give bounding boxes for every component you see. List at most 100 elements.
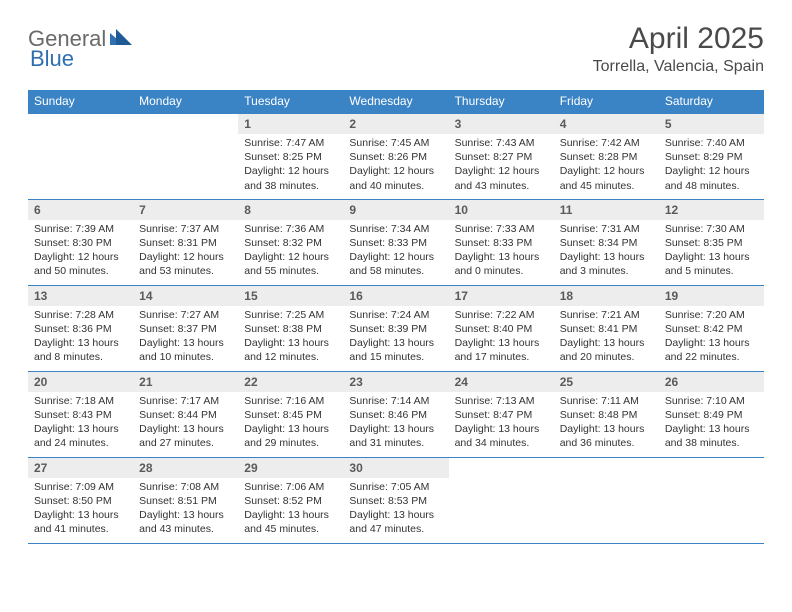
day-content: Sunrise: 7:13 AMSunset: 8:47 PMDaylight:… [449,392,554,455]
calendar-day-cell: 2Sunrise: 7:45 AMSunset: 8:26 PMDaylight… [343,113,448,199]
day-daylight1: Daylight: 13 hours [665,336,758,350]
day-sunset: Sunset: 8:29 PM [665,150,758,164]
day-number: 20 [28,372,133,392]
day-daylight2: and 29 minutes. [244,436,337,450]
calendar-day-cell: 24Sunrise: 7:13 AMSunset: 8:47 PMDayligh… [449,371,554,457]
day-sunset: Sunset: 8:51 PM [139,494,232,508]
day-daylight2: and 45 minutes. [244,522,337,536]
day-number: 14 [133,286,238,306]
day-number: 18 [554,286,659,306]
day-sunset: Sunset: 8:31 PM [139,236,232,250]
day-number: 30 [343,458,448,478]
day-sunrise: Sunrise: 7:06 AM [244,480,337,494]
day-daylight2: and 55 minutes. [244,264,337,278]
weekday-header: Saturday [659,90,764,113]
day-sunset: Sunset: 8:39 PM [349,322,442,336]
day-content: Sunrise: 7:36 AMSunset: 8:32 PMDaylight:… [238,220,343,283]
day-sunrise: Sunrise: 7:27 AM [139,308,232,322]
calendar-week-row: ....1Sunrise: 7:47 AMSunset: 8:25 PMDayl… [28,113,764,199]
calendar-day-cell: .. [659,457,764,543]
day-sunrise: Sunrise: 7:14 AM [349,394,442,408]
day-daylight2: and 24 minutes. [34,436,127,450]
day-sunrise: Sunrise: 7:22 AM [455,308,548,322]
day-sunset: Sunset: 8:43 PM [34,408,127,422]
day-daylight2: and 12 minutes. [244,350,337,364]
day-daylight1: Daylight: 13 hours [349,422,442,436]
calendar-table: Sunday Monday Tuesday Wednesday Thursday… [28,90,764,544]
weekday-header: Tuesday [238,90,343,113]
day-sunrise: Sunrise: 7:39 AM [34,222,127,236]
day-sunrise: Sunrise: 7:36 AM [244,222,337,236]
day-daylight1: Daylight: 12 hours [34,250,127,264]
calendar-day-cell: 18Sunrise: 7:21 AMSunset: 8:41 PMDayligh… [554,285,659,371]
day-daylight1: Daylight: 12 hours [455,164,548,178]
day-sunrise: Sunrise: 7:42 AM [560,136,653,150]
calendar-day-cell: 12Sunrise: 7:30 AMSunset: 8:35 PMDayligh… [659,199,764,285]
day-sunset: Sunset: 8:26 PM [349,150,442,164]
calendar-day-cell: 28Sunrise: 7:08 AMSunset: 8:51 PMDayligh… [133,457,238,543]
day-daylight1: Daylight: 12 hours [244,164,337,178]
day-sunrise: Sunrise: 7:31 AM [560,222,653,236]
weekday-header: Monday [133,90,238,113]
day-daylight2: and 5 minutes. [665,264,758,278]
day-daylight2: and 40 minutes. [349,179,442,193]
day-daylight1: Daylight: 13 hours [455,336,548,350]
calendar-day-cell: 25Sunrise: 7:11 AMSunset: 8:48 PMDayligh… [554,371,659,457]
day-sunrise: Sunrise: 7:25 AM [244,308,337,322]
logo-text-blue: Blue [30,46,74,72]
day-number: 1 [238,114,343,134]
day-daylight2: and 47 minutes. [349,522,442,536]
day-sunset: Sunset: 8:32 PM [244,236,337,250]
day-content: Sunrise: 7:22 AMSunset: 8:40 PMDaylight:… [449,306,554,369]
day-sunset: Sunset: 8:47 PM [455,408,548,422]
day-daylight2: and 58 minutes. [349,264,442,278]
calendar-day-cell: 7 Sunrise: 7:37 AMSunset: 8:31 PMDaylight… [133,199,238,285]
day-number: 23 [343,372,448,392]
day-sunset: Sunset: 8:42 PM [665,322,758,336]
day-sunset: Sunset: 8:48 PM [560,408,653,422]
location-label: Torrella, Valencia, Spain [593,58,764,76]
month-title: April 2025 [593,22,764,56]
day-sunset: Sunset: 8:28 PM [560,150,653,164]
day-daylight1: Daylight: 13 hours [349,336,442,350]
calendar-day-cell: 27Sunrise: 7:09 AMSunset: 8:50 PMDayligh… [28,457,133,543]
day-sunrise: Sunrise: 7:24 AM [349,308,442,322]
calendar-day-cell: .. [133,113,238,199]
day-daylight1: Daylight: 12 hours [139,250,232,264]
day-content: Sunrise: 7:17 AMSunset: 8:44 PMDaylight:… [133,392,238,455]
calendar-week-row: 27Sunrise: 7:09 AMSunset: 8:50 PMDayligh… [28,457,764,543]
day-sunrise: Sunrise: 7:10 AM [665,394,758,408]
day-sunset: Sunset: 8:25 PM [244,150,337,164]
calendar-day-cell: 26Sunrise: 7:10 AMSunset: 8:49 PMDayligh… [659,371,764,457]
day-daylight1: Daylight: 13 hours [34,422,127,436]
day-sunrise: Sunrise: 7:30 AM [665,222,758,236]
day-sunset: Sunset: 8:38 PM [244,322,337,336]
day-content: Sunrise: 7:28 AMSunset: 8:36 PMDaylight:… [28,306,133,369]
day-daylight1: Daylight: 13 hours [665,422,758,436]
day-number: 27 [28,458,133,478]
day-number: 2 [343,114,448,134]
day-sunrise: Sunrise: 7:37 AM [139,222,232,236]
calendar-day-cell: 9Sunrise: 7:34 AMSunset: 8:33 PMDaylight… [343,199,448,285]
day-content: Sunrise: 7:11 AMSunset: 8:48 PMDaylight:… [554,392,659,455]
day-sunset: Sunset: 8:30 PM [34,236,127,250]
day-sunrise: Sunrise: 7:09 AM [34,480,127,494]
day-daylight2: and 17 minutes. [455,350,548,364]
calendar-day-cell: .. [28,113,133,199]
day-sunset: Sunset: 8:44 PM [139,408,232,422]
day-daylight2: and 15 minutes. [349,350,442,364]
day-daylight1: Daylight: 13 hours [139,508,232,522]
weekday-header: Friday [554,90,659,113]
day-number: 7 [133,200,238,220]
day-daylight2: and 10 minutes. [139,350,232,364]
day-content: Sunrise: 7:43 AMSunset: 8:27 PMDaylight:… [449,134,554,197]
day-number: 4 [554,114,659,134]
day-sunset: Sunset: 8:36 PM [34,322,127,336]
day-content: Sunrise: 7:14 AMSunset: 8:46 PMDaylight:… [343,392,448,455]
day-sunrise: Sunrise: 7:11 AM [560,394,653,408]
weekday-header: Wednesday [343,90,448,113]
day-sunrise: Sunrise: 7:05 AM [349,480,442,494]
day-daylight2: and 3 minutes. [560,264,653,278]
day-daylight1: Daylight: 13 hours [560,250,653,264]
day-sunset: Sunset: 8:34 PM [560,236,653,250]
